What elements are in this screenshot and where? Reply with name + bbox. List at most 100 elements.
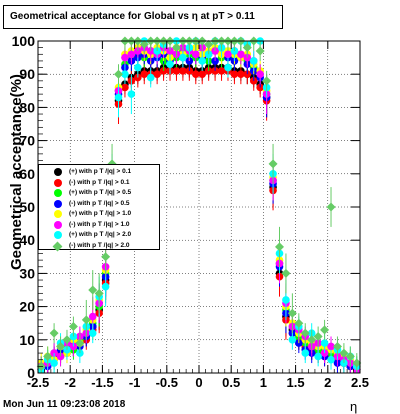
legend-label: (-) with p T /|q| > 0.5 xyxy=(69,199,130,207)
data-point xyxy=(43,351,53,361)
legend-entry: (-) with p T /|q| > 0.5 xyxy=(39,199,161,209)
data-point xyxy=(179,67,187,75)
legend-entry: (+) with p T /|q| > 0.1 xyxy=(39,167,161,177)
y-tick-label: 90 xyxy=(19,66,35,82)
data-point xyxy=(191,50,200,59)
data-point xyxy=(121,83,129,92)
x-tick-label: 2.5 xyxy=(351,375,369,390)
data-point xyxy=(114,93,123,102)
data-point xyxy=(69,332,78,341)
legend-label: (+) with p T /|q| > 1.0 xyxy=(69,210,132,217)
data-point xyxy=(256,70,264,78)
data-point xyxy=(301,349,310,357)
data-point xyxy=(352,358,362,368)
data-point xyxy=(56,341,66,351)
x-tick-label: -2 xyxy=(64,375,76,390)
data-point xyxy=(68,322,78,332)
data-point xyxy=(88,329,97,337)
data-point xyxy=(287,308,297,318)
data-point xyxy=(191,70,200,78)
y-tick-label: 50 xyxy=(19,199,35,215)
data-point xyxy=(127,50,136,59)
x-axis-label: η xyxy=(350,399,358,414)
data-point xyxy=(326,202,336,212)
x-tick-label: -1 xyxy=(129,375,141,390)
legend-entry: (-) with p T /|q| > 0.1 xyxy=(39,178,161,188)
y-tick-label: 0 xyxy=(27,365,35,381)
x-tick-label: -1.5 xyxy=(91,375,113,390)
data-point xyxy=(217,67,226,75)
data-point xyxy=(320,339,329,347)
data-point xyxy=(345,351,355,361)
y-tick-label: 20 xyxy=(19,299,35,315)
data-point xyxy=(339,348,349,358)
data-point xyxy=(282,296,290,304)
data-point xyxy=(114,69,123,79)
data-point xyxy=(230,70,239,78)
x-tick-label: 0 xyxy=(195,375,202,390)
legend-marker xyxy=(54,178,62,187)
data-point xyxy=(94,288,104,298)
x-tick-label: -0.5 xyxy=(156,375,178,390)
data-point xyxy=(75,338,85,348)
legend-label: (+) with p T /|q| > 0.1 xyxy=(69,168,132,175)
legend-entry: (-) with p T /|q| > 2.0 xyxy=(39,241,161,251)
data-point xyxy=(314,352,322,361)
data-point xyxy=(275,242,284,252)
data-point xyxy=(139,39,149,49)
chart-title: Geometrical acceptance for Global vs η a… xyxy=(10,11,255,22)
legend-label: (+) with p T /|q| > 2.0 xyxy=(69,231,132,238)
data-point xyxy=(307,335,317,345)
data-point xyxy=(121,70,129,78)
x-tick-label: 1.5 xyxy=(287,375,305,390)
data-point xyxy=(88,312,97,321)
chart-title-box: Geometrical acceptance for Global vs η a… xyxy=(3,5,283,29)
data-point xyxy=(313,331,323,341)
data-point xyxy=(140,70,149,78)
data-point xyxy=(262,76,272,86)
data-point xyxy=(127,90,136,98)
data-point xyxy=(332,341,342,351)
data-point xyxy=(171,43,181,53)
data-point xyxy=(172,67,181,75)
data-point xyxy=(294,318,304,328)
data-point xyxy=(49,328,59,338)
data-point xyxy=(81,315,91,325)
x-tick-label: 1 xyxy=(260,375,267,390)
data-point xyxy=(101,252,111,262)
legend-marker xyxy=(54,189,62,197)
data-point xyxy=(255,46,265,56)
legend-label: (+) with p T /|q| > 0.5 xyxy=(69,189,132,196)
data-point xyxy=(146,73,155,82)
y-tick-label: 10 xyxy=(19,332,35,348)
data-point xyxy=(340,359,348,367)
data-point xyxy=(327,355,335,364)
legend-marker xyxy=(54,220,62,229)
data-point xyxy=(320,325,330,335)
y-tick-label: 60 xyxy=(19,166,35,182)
data-point xyxy=(50,359,58,367)
data-point xyxy=(320,349,329,357)
data-point xyxy=(62,335,72,345)
timestamp: Mon Jun 11 09:23:08 2018 xyxy=(3,399,126,410)
data-point xyxy=(56,352,65,361)
legend-marker xyxy=(52,241,63,251)
data-point xyxy=(198,57,207,65)
data-point xyxy=(153,70,161,78)
y-tick-label: 100 xyxy=(12,33,36,49)
data-point xyxy=(300,328,310,338)
legend-marker xyxy=(54,168,62,176)
data-point xyxy=(288,336,297,344)
legend-label: (-) with p T /|q| > 0.1 xyxy=(69,178,130,186)
legend: (+) with p T /|q| > 0.1 (-) with p T /|q… xyxy=(38,164,161,251)
x-tick-label: 2 xyxy=(324,375,331,390)
data-point xyxy=(224,50,232,59)
data-point xyxy=(88,285,98,295)
data-point xyxy=(204,39,214,49)
legend-marker xyxy=(54,231,62,239)
axis-ticks: -2.5 -2 -1.5 -1 -0.5 0 0.5 1 1.5 2 2.5 0 10 20 30 40 50 6… xyxy=(12,33,369,390)
data-point xyxy=(237,70,245,78)
data-point xyxy=(249,57,258,65)
legend-entry: (+) with p T /|q| > 2.0 xyxy=(39,230,161,240)
data-point xyxy=(237,50,245,59)
